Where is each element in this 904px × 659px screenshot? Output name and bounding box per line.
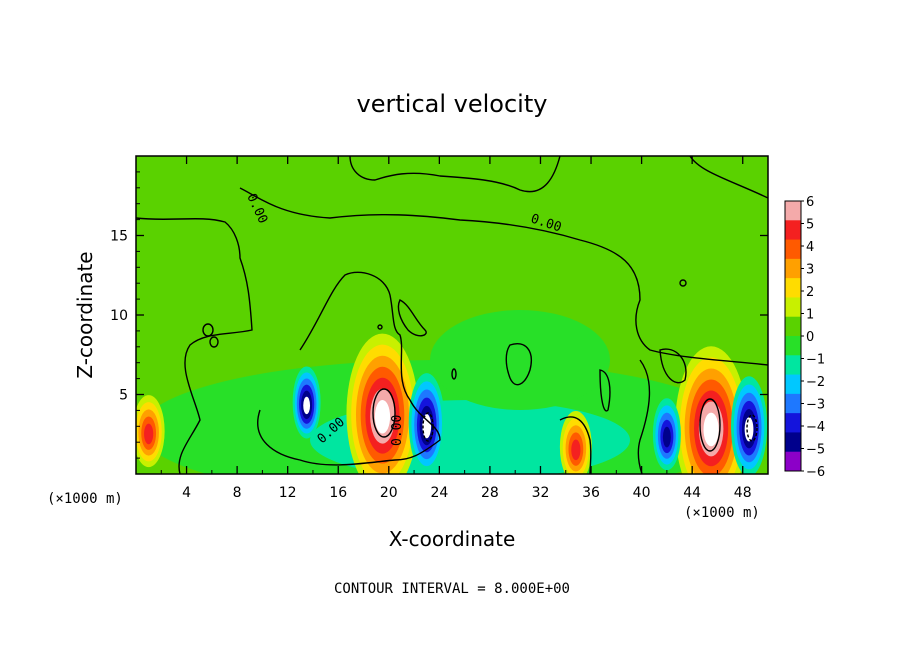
x-axis-label: X-coordinate (389, 527, 516, 551)
colorbar-segment (785, 278, 801, 298)
downdraft-4-ring-5 (303, 396, 311, 415)
colorbar-label: 1 (806, 308, 814, 323)
contour-loop-g (679, 279, 687, 287)
contour-loop-e (599, 369, 611, 412)
velocity-field (136, 156, 768, 474)
chart-title: vertical velocity (357, 90, 548, 118)
contour-loop-d (505, 343, 532, 386)
colorbar: 6 5 4 3 2 1 0 −1 −2 −3 −4 −5 −6 (784, 195, 825, 480)
contour-top-ridge (349, 156, 561, 193)
contour-top (136, 217, 253, 474)
y-unit-label: (×1000 m) (47, 491, 123, 507)
colorbar-label: −4 (806, 420, 825, 435)
x-tick-label: 12 (279, 485, 297, 501)
contour-downdraft-core-1 (422, 412, 434, 442)
colorbar-label: 3 (806, 263, 814, 278)
y-tick-label: 10 (110, 308, 128, 324)
contour-lower-mid (559, 416, 592, 474)
colorbar-segment (785, 297, 801, 318)
y-tick-label: 5 (119, 388, 128, 404)
colorbar-label: −5 (806, 443, 825, 458)
colorbar-label: 2 (806, 285, 814, 300)
colorbar-label: −2 (806, 375, 825, 390)
colorbar-segment (785, 374, 801, 395)
contour-mid-plume (257, 271, 441, 466)
contour-updraft-core-1 (372, 388, 396, 438)
x-tick-label: 32 (532, 485, 550, 501)
x-tick-label: 28 (481, 485, 499, 501)
updraft-3-ring-4 (571, 439, 581, 461)
contour-loop-a (202, 323, 214, 337)
y-axis-label: Z-coordinate (73, 251, 97, 378)
colorbar-segment (785, 336, 801, 356)
colorbar-segment (785, 201, 801, 221)
colorbar-label: 4 (806, 240, 814, 255)
colorbar-label: −1 (806, 353, 825, 368)
x-tick-label: 48 (734, 485, 752, 501)
colorbar-label: 6 (806, 195, 814, 210)
contour-loop-b (209, 336, 219, 348)
downdraft-5-ring-5 (422, 414, 432, 439)
y-tick-label: 15 (110, 229, 128, 245)
contour-label: 0.00 (390, 415, 405, 446)
contour-upper (239, 187, 768, 366)
colorbar-segment (785, 258, 801, 279)
updraft-0-ring-4 (144, 423, 154, 445)
contour-downdraft-core-2 (746, 414, 758, 442)
colorbar-segment (785, 316, 801, 337)
contour-lines (136, 156, 768, 474)
colorbar-segment (785, 451, 801, 472)
contour-loop-f (659, 348, 687, 384)
colorbar-label: 0 (806, 330, 814, 345)
colorbar-segment (785, 220, 801, 241)
contour-updraft-core-2 (699, 398, 721, 452)
updraft-1-ring-6 (374, 399, 391, 434)
updraft-2-ring-6 (703, 412, 719, 447)
colorbar-segment (785, 355, 801, 376)
downdraft-6-ring-5 (744, 417, 754, 442)
colorbar-label: −3 (806, 398, 825, 413)
contour-loop-c (397, 299, 427, 337)
colorbar-segment (785, 239, 801, 260)
x-tick-label: 16 (329, 485, 347, 501)
field-cyan-zone-2 (430, 310, 610, 410)
colorbar-label: 5 (806, 218, 814, 233)
x-tick-label: 40 (633, 485, 651, 501)
contour-loop-h (377, 324, 383, 330)
contour-interval-text: CONTOUR INTERVAL = 8.000E+00 (334, 581, 570, 597)
downdraft-7-ring-4 (662, 426, 671, 448)
contour-right-top (689, 156, 768, 199)
x-tick-label: 36 (582, 485, 600, 501)
contour-right-mid (637, 359, 651, 474)
colorbar-segment (785, 413, 801, 433)
contour-loop-i (451, 368, 457, 380)
colorbar-segment (785, 393, 801, 414)
x-tick-label: 8 (233, 485, 242, 501)
colorbar-segment (785, 432, 801, 453)
x-tick-label: 44 (683, 485, 701, 501)
x-unit-label: (×1000 m) (684, 505, 760, 521)
colorbar-label: −6 (806, 465, 825, 480)
x-tick-label: 24 (430, 485, 448, 501)
x-tick-label: 4 (182, 485, 191, 501)
x-tick-label: 20 (380, 485, 398, 501)
